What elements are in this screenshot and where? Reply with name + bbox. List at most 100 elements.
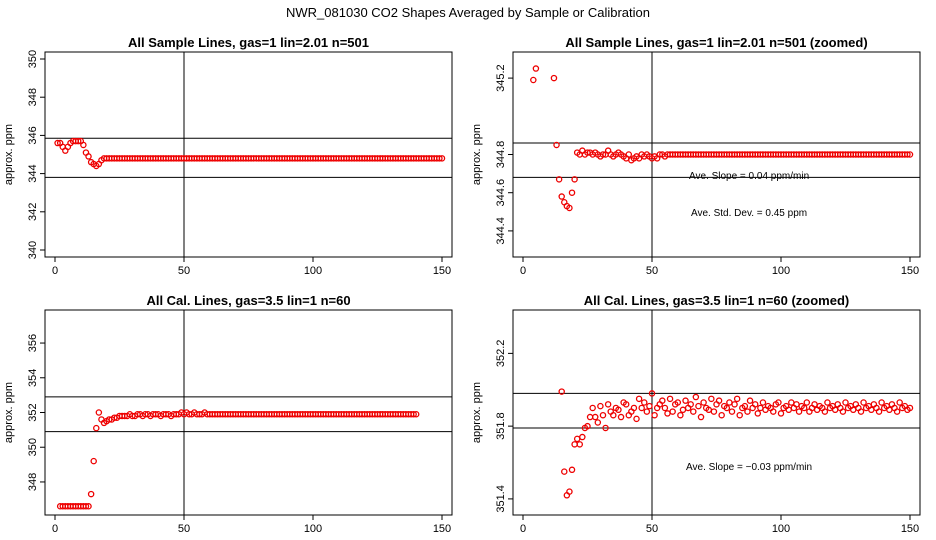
data-point (610, 411, 617, 419)
data-point (824, 399, 831, 406)
data-point (643, 408, 651, 415)
data-point (718, 411, 725, 419)
y-tick-label: 348 (27, 88, 39, 106)
chart-title: All Sample Lines, gas=1 lin=2.01 n=501 (… (565, 35, 867, 50)
data-point (757, 404, 764, 412)
plot-frame (512, 309, 921, 516)
data-point (604, 401, 612, 408)
data-point (625, 151, 633, 158)
data-point (80, 141, 87, 149)
data-point (617, 413, 625, 421)
data-point (82, 503, 90, 510)
data-point (677, 411, 684, 419)
y-tick-label: 350 (27, 438, 39, 456)
data-point (568, 466, 576, 474)
data-point (530, 76, 537, 84)
annotation-text: Ave. Slope = 0.04 ppm/min (689, 171, 809, 182)
data-point (555, 176, 563, 183)
data-point (775, 399, 782, 406)
x-tick-label: 0 (520, 265, 526, 277)
data-point (839, 408, 847, 415)
x-tick-label: 50 (646, 265, 658, 277)
data-point (633, 415, 640, 423)
y-axis-label: approx. ppm (471, 124, 483, 185)
data-point (904, 151, 911, 158)
data-point (741, 402, 749, 410)
data-point (438, 155, 446, 162)
data-point (736, 411, 743, 419)
data-point (630, 404, 638, 412)
x-tick-label: 100 (304, 523, 322, 535)
y-tick-label: 352.2 (495, 340, 507, 368)
data-point (436, 155, 443, 162)
data-point (692, 393, 700, 401)
data-point (860, 399, 867, 406)
y-tick-label: 344.4 (495, 217, 507, 245)
data-point (669, 408, 676, 415)
data-point (532, 65, 540, 72)
y-tick-label: 356 (27, 334, 39, 352)
y-tick-label: 352 (27, 403, 39, 421)
data-point (87, 490, 95, 498)
data-point (54, 139, 61, 147)
data-point (788, 399, 795, 406)
data-point (695, 402, 702, 410)
data-point (893, 408, 901, 415)
data-point (589, 404, 596, 412)
data-point (558, 388, 565, 395)
data-point (648, 390, 656, 397)
x-tick-label: 100 (772, 523, 790, 535)
data-point (878, 399, 885, 406)
data-point (410, 410, 417, 418)
data-point (90, 457, 97, 465)
data-point (412, 410, 420, 418)
data-point (715, 397, 723, 404)
figure-title: NWR_081030 CO2 Shapes Averaged by Sample… (286, 5, 650, 20)
x-tick-label: 100 (304, 265, 322, 277)
x-tick-label: 0 (520, 523, 526, 535)
y-axis-label: approx. ppm (471, 382, 483, 443)
data-point (687, 401, 694, 408)
data-point (550, 74, 558, 82)
data-point (733, 395, 741, 403)
data-point (751, 401, 759, 408)
x-tick-label: 150 (901, 265, 919, 277)
data-point (664, 410, 671, 417)
chart-panel-cal-lines-zoomed: All Cal. Lines, gas=3.5 lin=1 n=60 (zoom… (471, 293, 921, 535)
data-point (586, 413, 594, 421)
data-point (679, 406, 687, 414)
data-point (661, 404, 669, 412)
data-point (85, 153, 92, 160)
data-point (599, 151, 607, 158)
data-point (599, 411, 607, 419)
data-point (602, 424, 609, 432)
data-point (553, 141, 560, 149)
data-point (777, 410, 785, 417)
data-point (615, 406, 622, 414)
data-point (700, 399, 707, 406)
x-tick-label: 100 (772, 265, 790, 277)
data-point (875, 408, 883, 415)
data-point (857, 408, 865, 415)
data-point (566, 204, 573, 212)
data-point (576, 441, 584, 448)
y-tick-label: 354 (27, 369, 39, 387)
data-point (635, 395, 643, 403)
chart-title: All Cal. Lines, gas=3.5 lin=1 n=60 (zoom… (584, 293, 850, 308)
data-point (622, 401, 630, 408)
y-tick-label: 344 (27, 164, 39, 182)
data-point (558, 193, 565, 200)
data-point (754, 410, 762, 417)
chart-panel-sample-lines-zoomed: All Sample Lines, gas=1 lin=2.01 n=501 (… (471, 35, 921, 277)
y-axis-label: approx. ppm (3, 382, 15, 443)
data-point (659, 397, 666, 404)
y-tick-label: 350 (27, 50, 39, 68)
data-point (690, 408, 697, 415)
data-point (571, 176, 578, 183)
y-tick-label: 346 (27, 126, 39, 144)
data-point (651, 411, 658, 419)
data-point (728, 408, 736, 415)
x-tick-label: 50 (646, 523, 658, 535)
data-point (682, 397, 689, 404)
y-tick-label: 351.4 (495, 485, 507, 513)
